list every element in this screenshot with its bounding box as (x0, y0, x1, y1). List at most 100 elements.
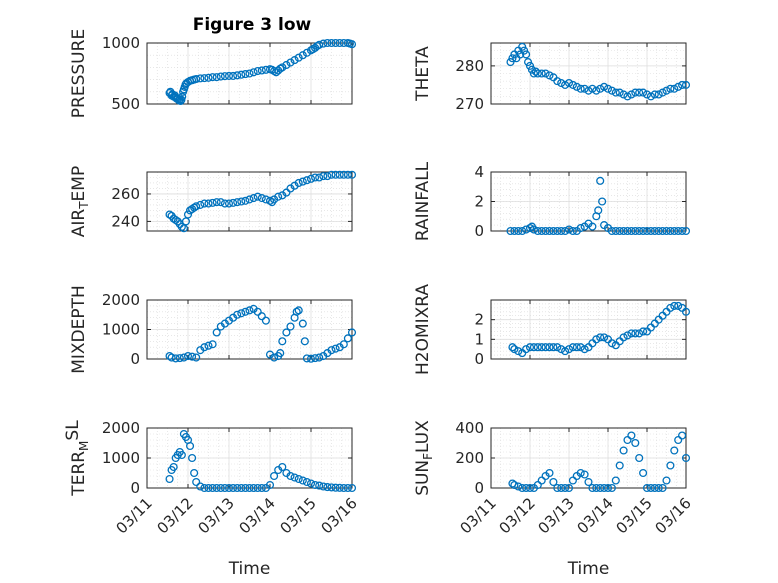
data-point (533, 480, 542, 490)
data-point (302, 354, 311, 363)
data-point (619, 226, 628, 236)
data-point (208, 73, 217, 82)
data-point (549, 226, 558, 236)
data-point (670, 301, 679, 310)
data-point (545, 468, 554, 478)
data-point (541, 343, 550, 352)
data-point (192, 477, 201, 487)
axes-box (146, 171, 353, 232)
data-point (292, 307, 301, 316)
data-point (241, 307, 250, 316)
data-point (229, 198, 238, 207)
data-point (298, 177, 307, 186)
data-point (286, 322, 295, 331)
data-point (261, 65, 270, 74)
y-axis-label-part: H2OMIXRA (413, 284, 433, 375)
data-point (241, 483, 250, 493)
data-point (635, 226, 644, 236)
data-point (631, 438, 640, 448)
data-point (245, 195, 254, 204)
data-point (561, 483, 570, 493)
data-point (192, 74, 201, 84)
data-point (241, 196, 250, 205)
data-point (306, 479, 316, 488)
data-point (319, 39, 328, 48)
y-axis-label: H2OMIXRA (413, 284, 433, 375)
data-point (257, 194, 266, 203)
data-point (171, 215, 180, 225)
y-axis-label-part: T (77, 201, 91, 210)
y-axis-label: MIXDEPTH (69, 285, 89, 374)
figure-title: Figure 3 low (193, 15, 312, 35)
data-point (639, 468, 648, 478)
data-point (639, 88, 648, 97)
axes-box (146, 42, 353, 105)
data-point (635, 329, 644, 338)
data-point (678, 226, 687, 236)
data-point (523, 58, 533, 67)
y-tick-label: 2000 (102, 419, 140, 437)
data-point (525, 224, 535, 233)
subplot-h2omixra: 0 12 H2OMIXRA (413, 284, 691, 375)
data-point (642, 90, 652, 99)
data-point (568, 80, 577, 89)
data-point (607, 86, 616, 95)
data-point (529, 343, 538, 352)
data-point (588, 222, 597, 231)
data-point (282, 60, 291, 70)
data-point (335, 170, 344, 179)
data-point (302, 48, 311, 57)
data-point (506, 226, 515, 236)
y-axis-label: TERRMSL (63, 420, 91, 497)
data-point (658, 226, 667, 236)
data-point (568, 476, 577, 485)
data-point (265, 480, 275, 490)
data-point (233, 198, 242, 207)
data-point (245, 306, 254, 315)
data-point (596, 84, 605, 93)
data-point (584, 477, 593, 487)
data-point (557, 483, 566, 493)
data-point (274, 192, 283, 201)
data-point (561, 347, 570, 356)
data-point (510, 345, 519, 354)
data-point (220, 199, 229, 208)
data-point (646, 92, 655, 101)
data-point (619, 90, 628, 99)
data-point (596, 333, 605, 342)
data-point (204, 199, 213, 208)
x-axis-label: Time (228, 559, 271, 579)
data-point (594, 206, 603, 215)
data-point (623, 435, 632, 445)
data-point (282, 328, 291, 337)
subplot-pressure: 500 1000 PRESSURE (69, 29, 357, 118)
data-point (514, 347, 523, 356)
data-point (327, 38, 336, 48)
data-point (294, 306, 303, 315)
data-point (520, 46, 529, 55)
data-point (212, 483, 221, 493)
data-point (286, 58, 295, 67)
y-tick-label: 270 (455, 95, 484, 113)
data-point (592, 483, 601, 493)
y-tick-label: 1000 (102, 449, 140, 467)
data-point (533, 343, 542, 352)
data-point (654, 483, 663, 493)
data-point (327, 170, 336, 179)
data-point (204, 483, 213, 493)
data-point (167, 353, 176, 362)
data-point (518, 42, 527, 51)
data-point (533, 69, 542, 78)
data-point (216, 483, 225, 493)
data-point (537, 343, 546, 352)
data-point (237, 309, 246, 318)
data-point (670, 226, 679, 236)
data-point (278, 63, 287, 72)
data-point (611, 476, 620, 485)
y-axis-label: THETA (413, 46, 433, 102)
data-point (674, 301, 683, 310)
data-point (592, 86, 601, 95)
data-point (237, 70, 246, 79)
y-axis-label-part: EMP (69, 166, 89, 202)
data-point (522, 50, 531, 59)
